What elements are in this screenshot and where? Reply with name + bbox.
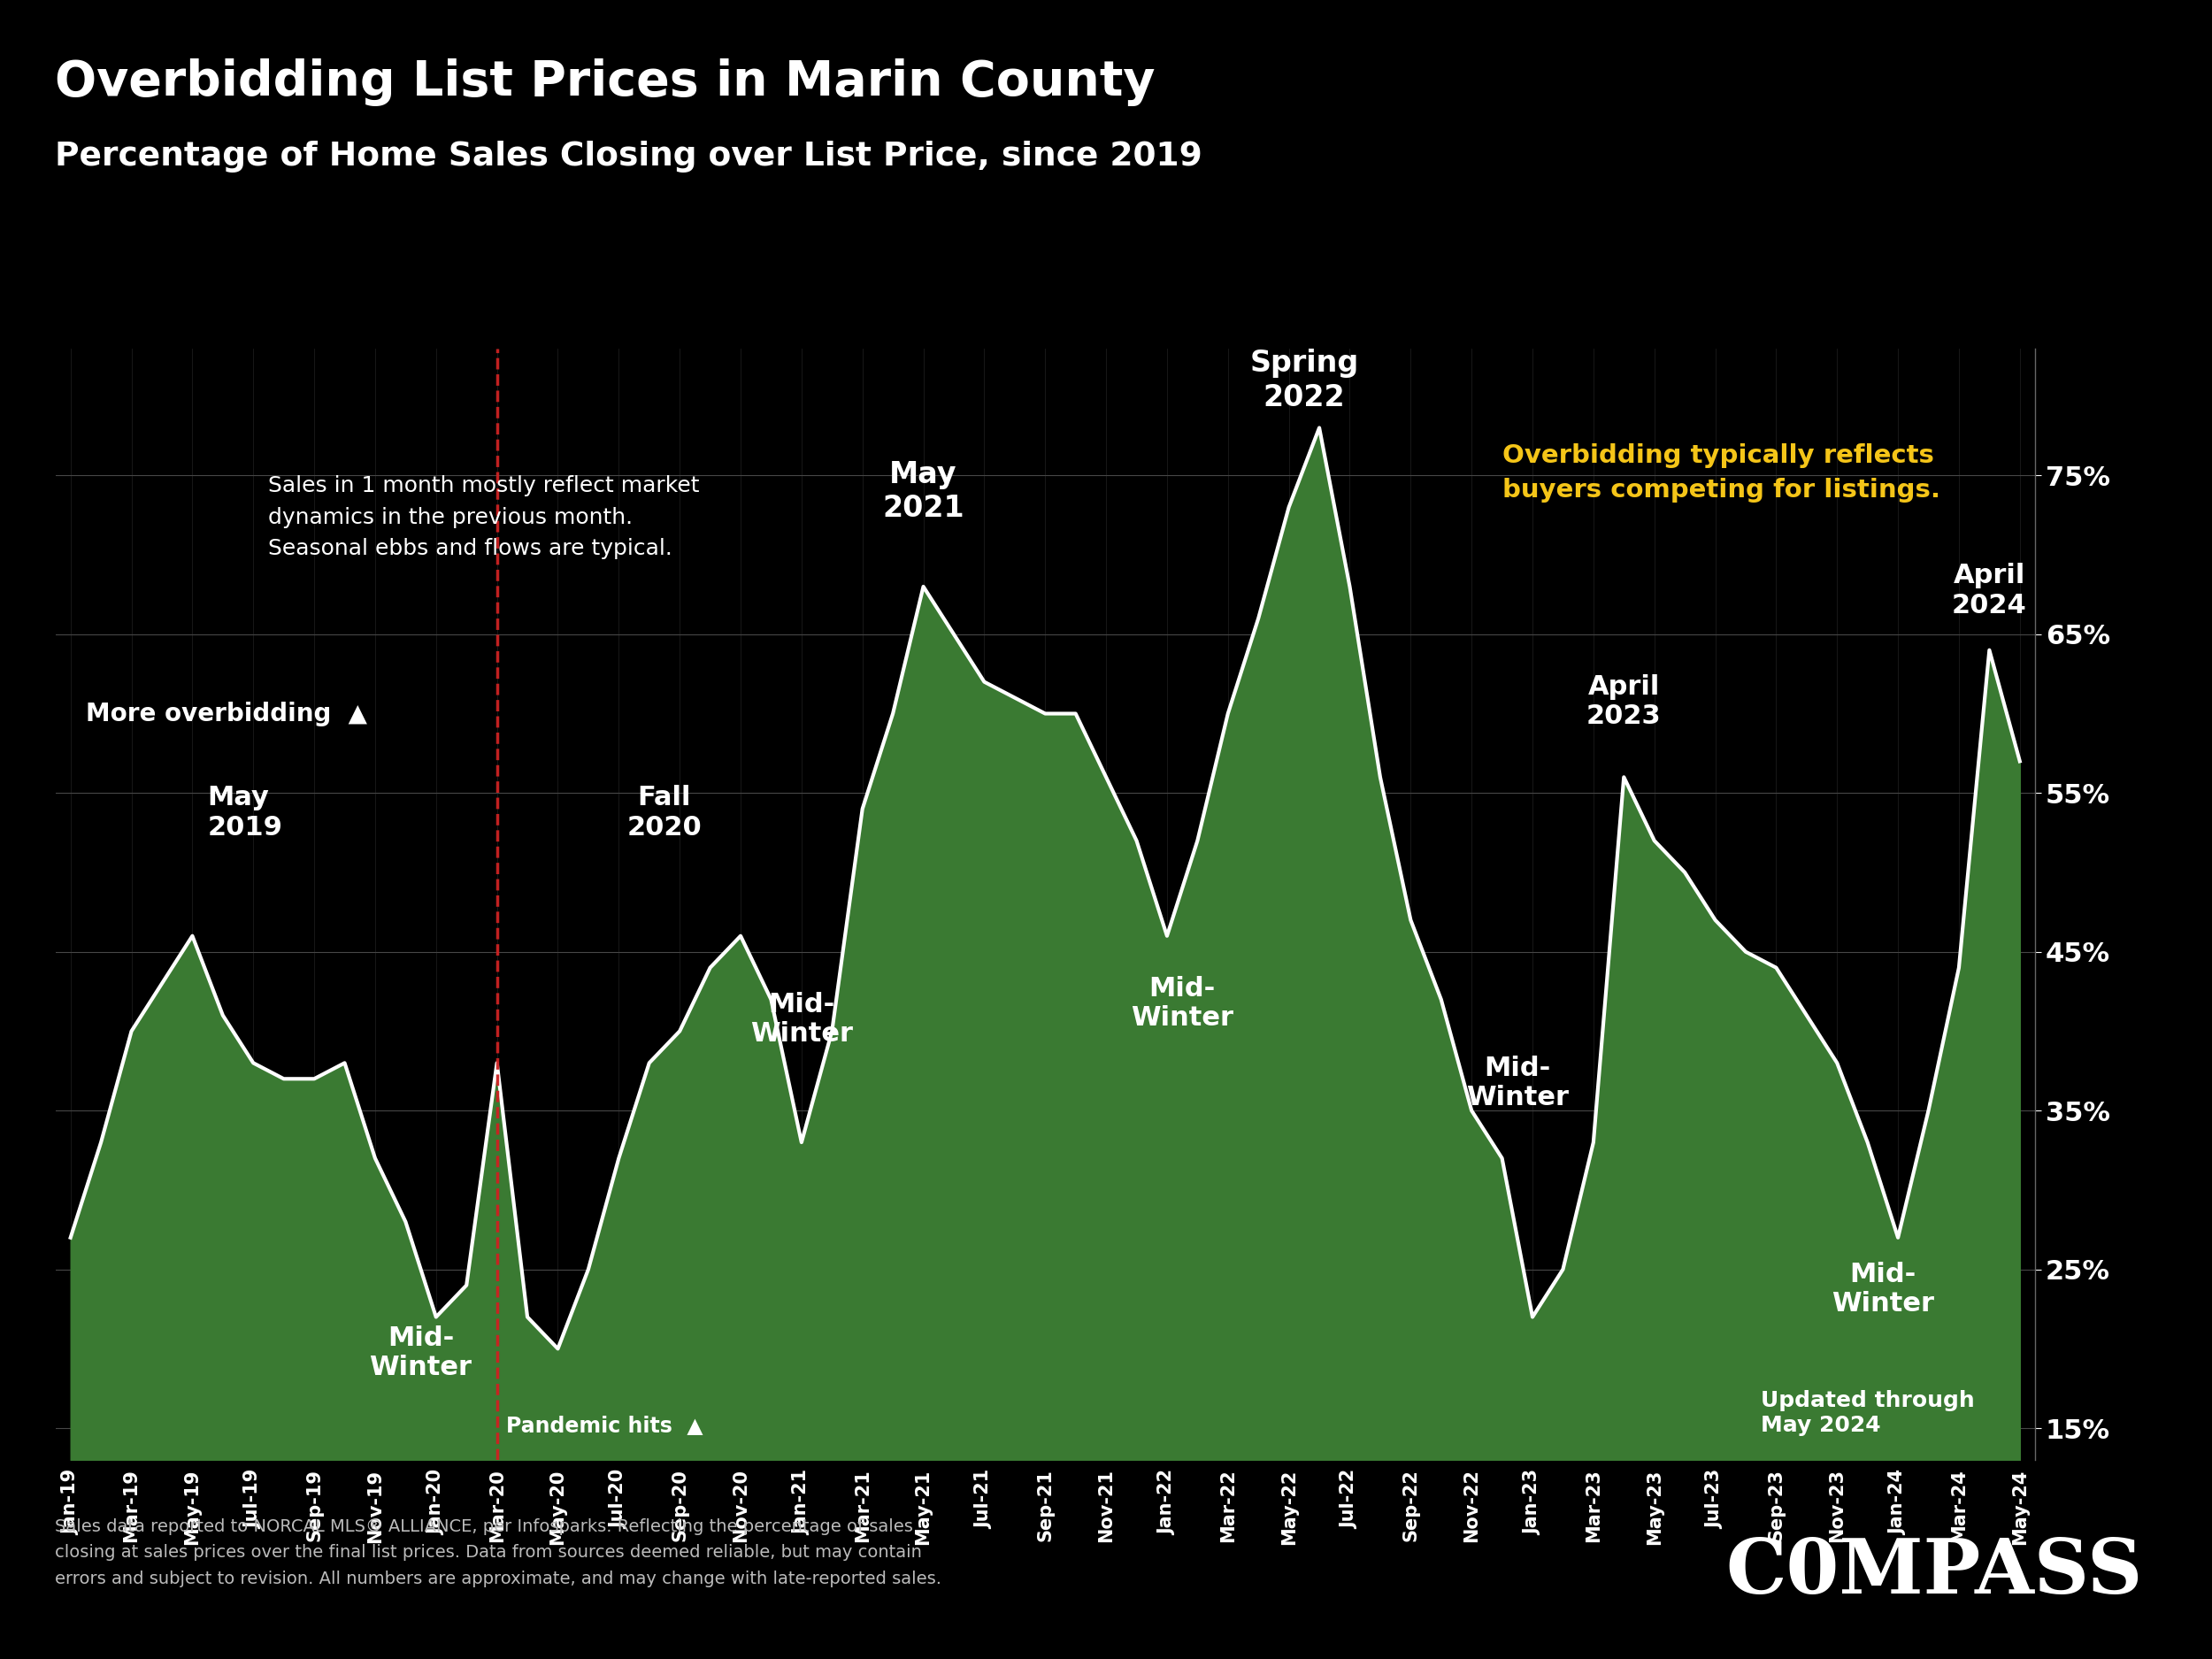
Text: Fall
2020: Fall 2020: [626, 785, 701, 841]
Text: April
2024: April 2024: [1951, 562, 2026, 619]
Text: Updated through
May 2024: Updated through May 2024: [1761, 1390, 1975, 1437]
Text: Spring
2022: Spring 2022: [1250, 348, 1358, 411]
Text: Overbidding typically reflects
buyers competing for listings.: Overbidding typically reflects buyers co…: [1502, 443, 1940, 503]
Text: Mid-
Winter: Mid- Winter: [1467, 1055, 1568, 1110]
Text: C0MPASS: C0MPASS: [1725, 1535, 2141, 1609]
Text: Mid-
Winter: Mid- Winter: [750, 992, 854, 1047]
Text: May
2021: May 2021: [883, 460, 964, 523]
Text: Sales in 1 month mostly reflect market
dynamics in the previous month.
Seasonal : Sales in 1 month mostly reflect market d…: [268, 476, 699, 559]
Text: Percentage of Home Sales Closing over List Price, since 2019: Percentage of Home Sales Closing over Li…: [55, 141, 1203, 173]
Text: More overbidding  ▲: More overbidding ▲: [86, 702, 367, 727]
Text: Mid-
Winter: Mid- Winter: [1130, 975, 1234, 1032]
Text: Mid-
Winter: Mid- Winter: [369, 1326, 471, 1380]
Text: May
2019: May 2019: [208, 785, 283, 841]
Text: Mid-
Winter: Mid- Winter: [1832, 1261, 1933, 1317]
Text: Sales data reported to NORCAL MLS® ALLIANCE, per Infosparks. Reflecting the perc: Sales data reported to NORCAL MLS® ALLIA…: [55, 1518, 942, 1588]
Text: April
2023: April 2023: [1586, 674, 1661, 730]
Text: Pandemic hits  ▲: Pandemic hits ▲: [507, 1415, 703, 1437]
Text: Overbidding List Prices in Marin County: Overbidding List Prices in Marin County: [55, 58, 1155, 106]
